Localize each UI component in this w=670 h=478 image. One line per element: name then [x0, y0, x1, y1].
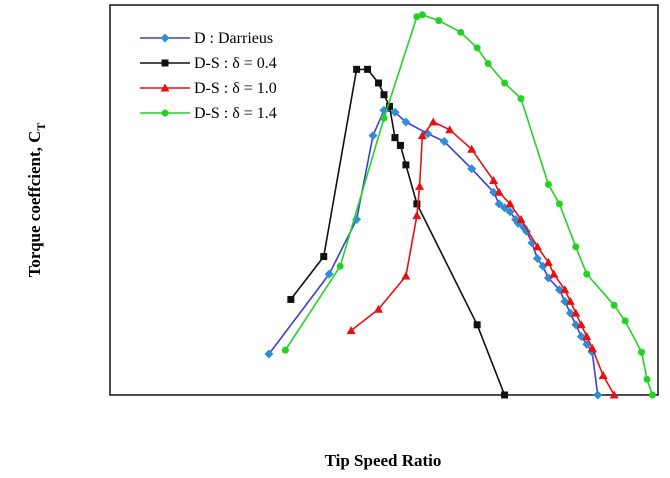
data-point: [264, 349, 274, 359]
legend-swatch-marker: [161, 59, 169, 67]
data-point: [494, 187, 504, 196]
legend-item: D-S : δ = 0.4: [140, 55, 277, 72]
series-line: [284, 14, 654, 396]
data-point: [505, 199, 515, 208]
data-point: [473, 44, 481, 52]
series-line: [350, 121, 615, 396]
data-point: [413, 13, 421, 21]
data-point: [374, 304, 384, 313]
series-4: [281, 11, 657, 399]
data-point: [473, 321, 481, 329]
data-point: [609, 390, 619, 399]
series-2: [287, 65, 509, 399]
series-layer: [264, 11, 657, 400]
data-point: [401, 271, 411, 280]
data-point: [346, 326, 356, 335]
data-point: [402, 161, 410, 169]
y-axis-label-subscript: T: [34, 123, 48, 131]
data-point: [649, 391, 657, 399]
x-axis-label: Tip Speed Ratio: [325, 451, 442, 470]
data-point: [543, 257, 553, 266]
data-point: [417, 131, 427, 140]
legend-swatch-marker: [160, 83, 170, 92]
legend-swatch-marker: [160, 33, 170, 43]
series-line: [268, 109, 599, 396]
data-point: [587, 343, 597, 352]
data-point: [576, 320, 586, 329]
data-point: [467, 144, 477, 153]
data-point: [380, 91, 388, 99]
data-point: [385, 102, 393, 110]
data-point: [571, 308, 581, 317]
data-point: [583, 270, 591, 278]
legend-label: D : Darrieus: [194, 30, 273, 47]
series-1: [264, 105, 603, 400]
legend-label: D-S : δ = 1.4: [194, 105, 277, 122]
data-point: [494, 199, 504, 209]
data-point: [353, 65, 361, 73]
y-axis-label: Torque coeffcient, CT: [25, 123, 48, 278]
data-point: [413, 200, 421, 208]
data-point: [532, 254, 542, 263]
data-point: [549, 269, 559, 278]
data-point: [467, 164, 477, 174]
plot-frame: [109, 4, 659, 396]
data-point: [565, 296, 575, 305]
data-point: [401, 117, 411, 127]
legend-item: D-S : δ = 1.0: [140, 80, 277, 97]
data-point: [516, 215, 526, 223]
data-point: [555, 200, 563, 208]
data-point: [336, 262, 344, 270]
legend-item: D-S : δ = 1.4: [140, 105, 277, 122]
data-point: [572, 243, 580, 251]
data-point: [375, 79, 383, 87]
legend: D : Darrieus D-S : δ = 0.4 D-S : δ = 1.0 D-…: [140, 30, 277, 122]
data-point: [412, 211, 422, 220]
data-point: [364, 65, 372, 73]
data-point: [638, 348, 646, 356]
data-point: [418, 11, 426, 19]
data-point: [457, 28, 465, 36]
data-point: [598, 371, 608, 379]
y-axis-label-main: Torque coeffcient, C: [25, 131, 44, 278]
data-point: [281, 346, 289, 354]
data-point: [320, 253, 328, 261]
data-point: [484, 60, 492, 67]
data-point: [391, 134, 399, 142]
data-point: [643, 375, 651, 383]
data-point: [517, 95, 525, 103]
data-point: [396, 141, 404, 149]
data-point: [287, 295, 295, 303]
data-point: [501, 79, 509, 87]
data-point: [610, 301, 618, 309]
data-point: [505, 207, 515, 217]
data-point: [445, 125, 455, 134]
legend-label: D-S : δ = 1.0: [194, 80, 277, 97]
series-line: [290, 68, 506, 396]
data-point: [532, 242, 542, 251]
data-point: [428, 117, 438, 126]
data-point: [544, 180, 552, 188]
data-point: [435, 17, 443, 25]
data-point: [593, 390, 603, 400]
data-point: [501, 391, 509, 399]
data-point: [324, 269, 334, 279]
legend-swatch-marker: [161, 109, 169, 117]
data-point: [621, 317, 629, 325]
data-point: [582, 332, 592, 340]
data-point: [380, 114, 388, 122]
series-3: [346, 117, 619, 399]
data-point: [439, 137, 449, 146]
data-point: [390, 107, 400, 117]
data-point: [415, 181, 425, 190]
legend-item: D : Darrieus: [140, 30, 273, 47]
legend-label: D-S : δ = 0.4: [194, 55, 277, 72]
data-point: [560, 285, 570, 294]
data-point: [489, 176, 499, 184]
data-point: [368, 131, 378, 141]
